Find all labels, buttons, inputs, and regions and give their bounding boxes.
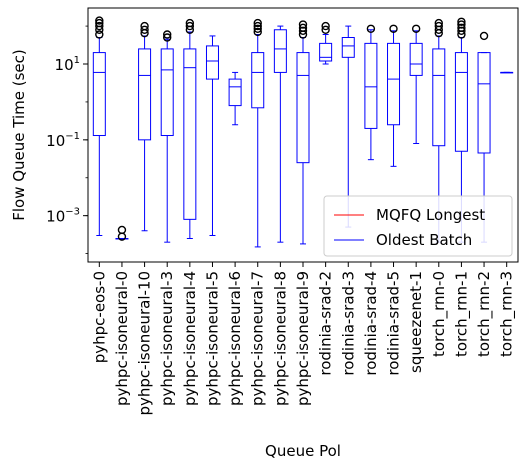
x-tick-label: pyhpc-isoneural-0 [113,271,131,406]
x-tick-label: torch_rnn-3 [498,271,517,357]
box-rodinia-srad-5 [387,24,401,167]
box-pyhpc-isoneural-5 [205,35,219,236]
y-axis: 10−3 10−1 101 [46,25,88,254]
flier-point [457,23,466,33]
flier-point [95,21,104,31]
box-body [160,48,174,137]
flier-point [298,20,308,29]
flier-point [457,20,466,29]
flier-point [366,24,376,33]
box-rodinia-srad-4 [364,24,378,161]
box-body [409,42,423,76]
x-tick-label: squeezenet-1 [407,271,425,373]
box-body [341,37,355,58]
y-tick-label: 10−1 [46,131,80,150]
x-tick-label: pyhpc-eos-0 [90,271,108,363]
x-tick-label: torch_rnn-1 [452,271,471,357]
x-axis-label: Queue Pol [265,442,341,460]
box-pyhpc-isoneural-9 [296,20,310,245]
box-pyhpc-isoneural-0 [115,225,129,241]
legend: MQFQ Longest Oldest Batch [323,195,513,257]
legend-label: MQFQ Longest [376,206,485,224]
x-tick-label: rodinia-srad-3 [339,271,357,376]
box-torch_rnn-3 [500,71,514,74]
flier-point [140,21,149,31]
flier-point [298,23,308,33]
x-tick-label: torch_rnn-0 [430,271,449,357]
y-axis-label: Flow Queue Time (sec) [10,49,28,221]
box-body [273,29,287,73]
flier-point [95,30,104,39]
box-body [387,42,401,126]
box-body [205,45,219,80]
flier-point [185,21,195,31]
box-rodinia-srad-2 [319,21,333,65]
box-body [454,52,468,152]
flier-point [95,16,104,25]
box-pyhpc-isoneural-10 [138,21,152,232]
x-tick-label: pyhpc-isoneural-7 [249,271,267,406]
box-body [183,48,197,220]
x-tick-label: pyhpc-isoneural-8 [271,271,289,406]
flier-point [411,24,421,33]
x-tick-label: pyhpc-isoneural-4 [181,271,199,406]
box-pyhpc-isoneural-6 [228,71,242,126]
box-group [92,16,514,248]
flier-point [117,225,127,235]
x-tick-label: pyhpc-isoneural-3 [158,271,176,406]
x-tick-label: pyhpc-isoneural-5 [203,271,221,406]
x-tick-label: pyhpc-isoneural-6 [226,271,244,406]
x-tick-label: pyhpc-isoneural-9 [294,271,312,406]
y-tick-label: 10−3 [46,207,80,226]
x-axis: pyhpc-eos-0 pyhpc-isoneural-0 pyhpc-isoneu… [90,262,517,416]
legend-box [323,195,513,257]
legend-label: Oldest Batch [376,231,472,249]
flier-point [163,30,172,39]
box-body [364,42,378,129]
flier-point [185,18,195,28]
y-tick-label: 101 [55,55,80,74]
box-body [92,52,106,137]
x-tick-label: pyhpc-isoneural-10 [136,271,154,416]
flier-point [389,24,398,33]
flier-point [253,18,262,28]
box-body [228,78,242,107]
box-pyhpc-eos-0 [92,16,106,236]
x-tick-label: rodinia-srad-2 [317,271,335,376]
box-body [319,42,333,62]
flier-point [321,25,330,34]
flier-point [253,21,262,31]
box-body [477,52,491,154]
x-tick-label: torch_rnn-2 [475,271,494,357]
box-pyhpc-isoneural-4 [183,18,197,239]
flier-point [434,18,443,28]
flier-point [457,17,466,26]
flier-point [321,21,330,31]
box-pyhpc-isoneural-8 [273,25,287,243]
flier-point [479,31,489,41]
box-pyhpc-isoneural-7 [251,18,265,248]
flier-point [95,18,104,28]
flier-point [163,33,172,42]
box-squeezenet-1 [409,24,423,145]
box-body [138,48,152,141]
x-tick-label: rodinia-srad-4 [362,271,380,376]
box-body [432,48,446,147]
box-body [296,52,310,164]
flier-point [434,21,443,31]
box-body [251,52,265,109]
x-tick-label: rodinia-srad-5 [385,271,403,376]
flier-point [140,25,149,34]
box-pyhpc-isoneural-3 [160,30,174,243]
flier-point [253,27,262,37]
plot-frame [87,7,519,263]
flier-point [253,24,262,33]
